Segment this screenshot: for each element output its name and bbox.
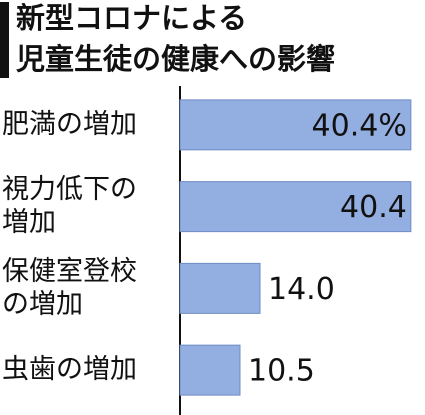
bar	[179, 181, 412, 233]
value-label: 14.0	[268, 272, 335, 307]
bar	[179, 99, 412, 151]
value-label: 40.4%	[312, 108, 407, 143]
bar	[179, 262, 261, 314]
category-label: 視力低下の増加	[2, 174, 137, 238]
category-label: 虫歯の増加	[2, 354, 137, 385]
category-label: 保健室登校の増加	[2, 255, 137, 319]
bar	[179, 344, 241, 396]
chart-title: 児童生徒の健康への影響	[16, 42, 335, 76]
chart-title: 新型コロナによる	[16, 1, 247, 35]
title-accent	[0, 2, 9, 78]
value-label: 10.5	[248, 354, 315, 389]
value-label: 40.4	[340, 190, 407, 225]
category-label: 肥満の増加	[2, 108, 137, 139]
